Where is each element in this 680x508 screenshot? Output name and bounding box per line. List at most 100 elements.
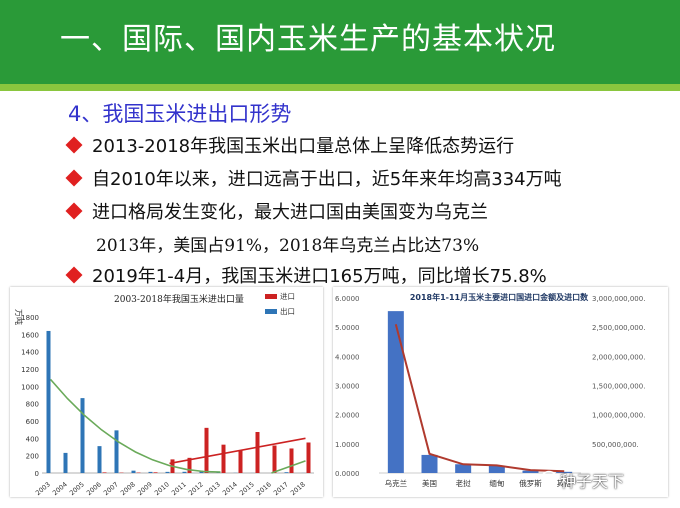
- right-y-tick-label: 2,500,000,000.: [592, 324, 645, 332]
- import-amount-bar: [488, 465, 505, 473]
- slide-title: 一、国际、国内玉米生产的基本状况: [60, 22, 556, 57]
- import-bar: [221, 444, 226, 473]
- left-y-tick-label: 5.0000: [335, 324, 360, 332]
- diamond-bullet-icon: [65, 202, 83, 220]
- left-y-tick-label: 3.0000: [335, 383, 360, 391]
- bullet-item: 自2010年以来，进口远高于出口，近5年来年均高334万吨: [65, 165, 562, 191]
- import-bar: [204, 427, 209, 473]
- import-count-line: [394, 324, 565, 473]
- import-bar: [238, 450, 243, 473]
- x-tick-label: 2011: [170, 480, 188, 497]
- export-bar: [284, 472, 289, 473]
- diamond-bullet-icon: [65, 169, 83, 187]
- y-tick-label: 400: [26, 435, 39, 443]
- export-bar: [46, 330, 51, 473]
- left-y-tick-label: 6.0000: [335, 295, 360, 303]
- x-tick-label: 2013: [204, 480, 222, 497]
- right-y-tick-label: 1,000,000,000.: [592, 412, 645, 420]
- export-bar: [80, 398, 85, 473]
- export-bar: [63, 452, 68, 473]
- bullet-item: 2013-2018年我国玉米出口量总体上呈降低态势运行: [65, 132, 515, 158]
- y-tick-label: 1600: [21, 331, 39, 339]
- x-tick-label: 2009: [136, 480, 154, 497]
- left-y-tick-label: 1.0000: [335, 441, 360, 449]
- left-y-tick-label: 2.0000: [335, 412, 360, 420]
- title-bar: 一、国际、国内玉米生产的基本状况: [0, 0, 680, 84]
- import-bar: [306, 442, 311, 473]
- import-amount-bar: [455, 464, 472, 473]
- import-amount-bar: [522, 470, 539, 473]
- legend-swatch-import: [265, 294, 277, 299]
- x-tick-label: 2016: [255, 480, 273, 497]
- x-tick-label: 2018: [289, 480, 307, 497]
- import-bar: [289, 448, 294, 473]
- export-bar: [131, 470, 136, 473]
- bullet-text: 自2010年以来，进口远高于出口，近5年来年均高334万吨: [92, 169, 562, 190]
- y-tick-label: 200: [26, 453, 39, 461]
- diamond-bullet-icon: [65, 136, 83, 154]
- bullet-item: 进口格局发生变化，最大进口国由美国变为乌克兰: [65, 198, 488, 224]
- x-tick-label: 2010: [153, 480, 171, 497]
- import-trendline: [169, 437, 306, 465]
- left-y-tick-label: 4.0000: [335, 353, 360, 361]
- x-tick-label: 俄罗斯: [519, 478, 542, 488]
- chart-title: 2018年1-11月玉米主要进口国进口金额及进口数: [410, 292, 589, 302]
- import-bar: [187, 457, 192, 473]
- left-y-tick-label: 0.0000: [335, 470, 360, 478]
- wechat-icon: [541, 470, 557, 484]
- header-accent-strip: [0, 84, 680, 91]
- x-tick-label: 2008: [119, 480, 137, 497]
- y-tick-label: 1400: [21, 349, 39, 357]
- export-bar: [182, 471, 187, 473]
- x-tick-label: 2005: [68, 480, 86, 497]
- bullet-item: 2019年1-4月，我国玉米进口165万吨，同比增长75.8%: [65, 262, 547, 288]
- legend-label-export: 出口: [280, 306, 295, 316]
- x-tick-label: 乌克兰: [385, 478, 408, 488]
- import-bar: [272, 445, 277, 473]
- right-y-tick-label: 1,500,000,000.: [592, 383, 645, 391]
- section-subtitle: 4、我国玉米进出口形势: [68, 102, 292, 126]
- bullet-detail: 2013年，美国占91%，2018年乌克兰占比达73%: [96, 236, 480, 256]
- y-tick-label: 1200: [21, 366, 39, 374]
- x-tick-label: 2017: [272, 480, 290, 497]
- right-y-tick-label: 2,000,000,000.: [592, 353, 645, 361]
- diamond-bullet-icon: [65, 266, 83, 284]
- x-tick-label: 老挝: [456, 478, 471, 488]
- x-tick-label: 2014: [221, 480, 239, 497]
- export-bar: [165, 471, 170, 473]
- bullet-text: 2019年1-4月，我国玉米进口165万吨，同比增长75.8%: [92, 266, 547, 287]
- x-tick-label: 2006: [85, 480, 103, 497]
- bullet-text: 2013-2018年我国玉米出口量总体上呈降低态势运行: [92, 136, 515, 157]
- y-tick-label: 0: [35, 470, 39, 478]
- export-trendline: [49, 378, 221, 473]
- bullet-text: 进口格局发生变化，最大进口国由美国变为乌克兰: [92, 202, 488, 223]
- import-export-chart: 2003-2018年我国玉米进出口量 万吨 1800 1600 1400 1200 1000…: [10, 287, 323, 497]
- x-tick-label: 缅甸: [489, 478, 504, 488]
- import-amount-bar: [556, 471, 573, 473]
- y-tick-label: 1000: [21, 383, 39, 391]
- x-tick-label: 2004: [51, 480, 69, 497]
- export-bar: [148, 471, 153, 473]
- y-tick-label: 600: [26, 418, 39, 426]
- legend-label-import: 进口: [280, 292, 295, 301]
- export-trendline-recent: [271, 460, 306, 474]
- legend-swatch-export: [265, 309, 277, 314]
- x-tick-label: 2012: [187, 480, 205, 497]
- import-source-chart: 2018年1-11月玉米主要进口国进口金额及进口数 6.0000 5.0000 4.0…: [333, 287, 668, 497]
- import-bar: [153, 472, 158, 473]
- x-tick-label: 2007: [102, 480, 120, 497]
- chart-title: 2003-2018年我国玉米进出口量: [114, 293, 244, 305]
- import-amount-bar: [421, 454, 438, 473]
- watermark: 种子天下: [560, 472, 625, 491]
- y-tick-label: 1800: [21, 314, 39, 322]
- right-y-tick-label: 500,000,000.: [592, 441, 639, 449]
- right-y-tick-label: 3,000,000,000.: [592, 295, 645, 303]
- y-tick-label: 800: [26, 401, 39, 409]
- x-tick-label: 2015: [238, 480, 256, 497]
- x-tick-label: 其他: [557, 478, 572, 488]
- export-bar: [114, 430, 119, 473]
- import-bar: [255, 432, 260, 473]
- import-bar: [102, 472, 107, 473]
- x-tick-label: 2003: [34, 480, 52, 497]
